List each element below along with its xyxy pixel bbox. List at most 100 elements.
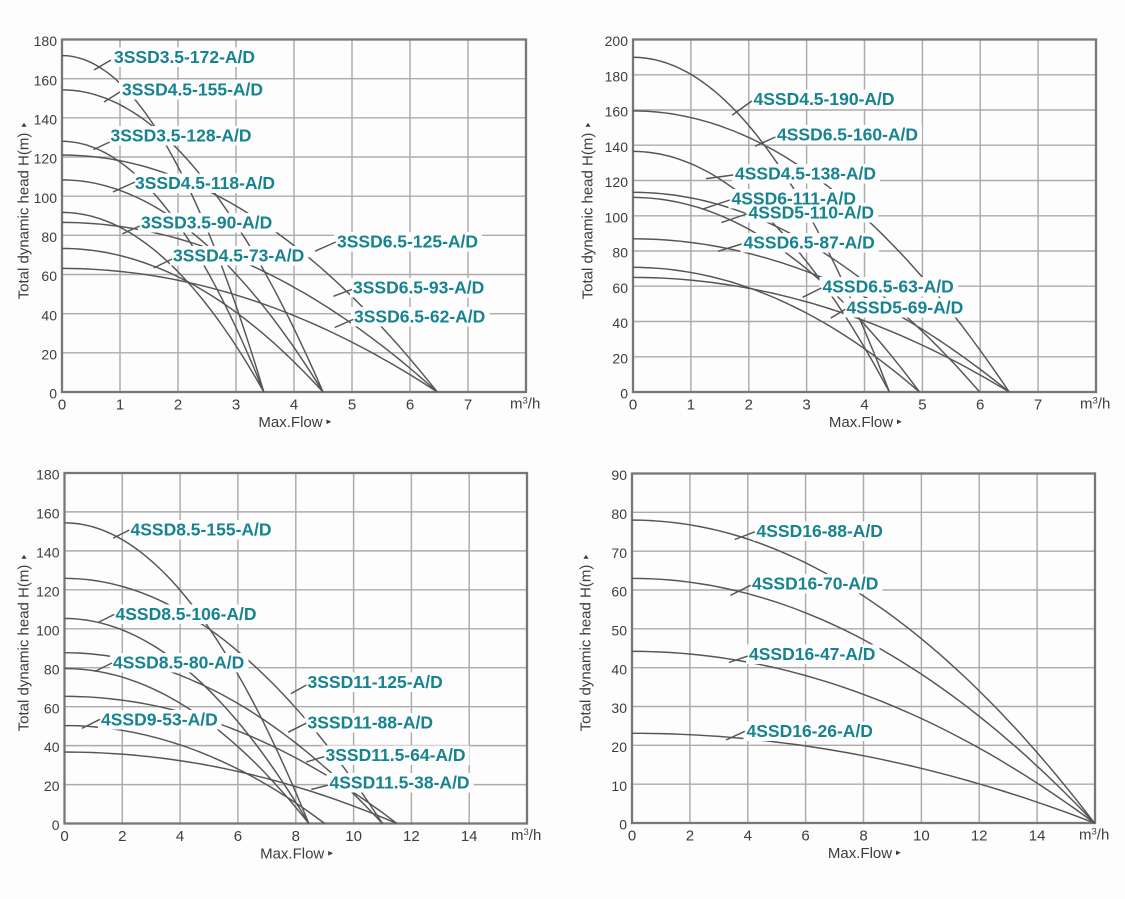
svg-text:3SSD6.5-93-A/D: 3SSD6.5-93-A/D — [353, 278, 484, 298]
svg-text:3SSD11.5-64-A/D: 3SSD11.5-64-A/D — [326, 745, 466, 765]
svg-text:4SSD6.5-160-A/D: 4SSD6.5-160-A/D — [777, 125, 918, 145]
svg-text:40: 40 — [41, 307, 57, 323]
svg-text:3SSD6.5-125-A/D: 3SSD6.5-125-A/D — [337, 232, 478, 252]
svg-text:3SSD11-88-A/D: 3SSD11-88-A/D — [308, 713, 433, 733]
svg-text:6: 6 — [234, 828, 242, 845]
svg-text:Max.Flow: Max.Flow — [258, 414, 322, 431]
svg-text:3SSD6.5-62-A/D: 3SSD6.5-62-A/D — [354, 307, 485, 327]
svg-text:160: 160 — [605, 104, 629, 120]
svg-text:Max.Flow: Max.Flow — [260, 845, 324, 862]
svg-text:10: 10 — [345, 828, 362, 845]
svg-text:Max.Flow: Max.Flow — [829, 414, 893, 431]
svg-text:0: 0 — [52, 817, 60, 833]
svg-text:4: 4 — [176, 828, 184, 845]
svg-text:3SSD3.5-128-A/D: 3SSD3.5-128-A/D — [111, 126, 252, 146]
svg-text:4SSD6.5-87-A/D: 4SSD6.5-87-A/D — [744, 233, 875, 253]
svg-text:20: 20 — [612, 350, 628, 366]
svg-text:1: 1 — [116, 397, 124, 414]
svg-text:Total dynamic head H(m): Total dynamic head H(m) — [578, 565, 595, 732]
svg-text:7: 7 — [464, 397, 472, 414]
svg-text:2: 2 — [686, 828, 694, 845]
svg-text:4SSD6-111-A/D: 4SSD6-111-A/D — [732, 189, 857, 209]
svg-text:4SSD4.5-190-A/D: 4SSD4.5-190-A/D — [754, 89, 895, 109]
svg-text:5: 5 — [918, 397, 926, 414]
svg-text:40: 40 — [611, 661, 627, 677]
svg-text:0: 0 — [60, 828, 68, 845]
svg-text:20: 20 — [611, 739, 627, 755]
svg-text:120: 120 — [36, 583, 60, 599]
svg-text:20: 20 — [44, 778, 60, 794]
svg-text:140: 140 — [605, 139, 629, 155]
svg-text:4: 4 — [744, 828, 752, 845]
svg-text:4SSD16-88-A/D: 4SSD16-88-A/D — [757, 521, 883, 541]
svg-text:3SSD4.5-155-A/D: 3SSD4.5-155-A/D — [122, 80, 263, 100]
svg-text:30: 30 — [611, 700, 627, 716]
svg-text:60: 60 — [41, 268, 57, 284]
svg-text:3SSD4.5-118-A/D: 3SSD4.5-118-A/D — [135, 173, 275, 193]
svg-text:40: 40 — [612, 315, 628, 331]
svg-text:180: 180 — [605, 68, 629, 84]
svg-text:m3/h: m3/h — [510, 395, 540, 412]
svg-text:80: 80 — [44, 661, 60, 677]
svg-text:4SSD8.5-80-A/D: 4SSD8.5-80-A/D — [113, 653, 244, 673]
svg-text:3SSD11-125-A/D: 3SSD11-125-A/D — [308, 672, 443, 692]
svg-text:12: 12 — [403, 828, 420, 845]
svg-text:20: 20 — [41, 346, 57, 362]
svg-text:50: 50 — [611, 622, 627, 638]
svg-text:6: 6 — [976, 397, 984, 414]
svg-text:3SSD3.5-172-A/D: 3SSD3.5-172-A/D — [114, 47, 255, 67]
svg-text:10: 10 — [913, 828, 930, 845]
svg-text:200: 200 — [605, 33, 629, 49]
svg-text:0: 0 — [58, 397, 66, 414]
svg-text:10: 10 — [611, 778, 627, 794]
svg-text:0: 0 — [49, 386, 57, 402]
svg-text:100: 100 — [34, 190, 58, 206]
svg-text:4SSD16-70-A/D: 4SSD16-70-A/D — [752, 574, 878, 594]
svg-text:60: 60 — [612, 280, 628, 296]
svg-text:4SSD9-53-A/D: 4SSD9-53-A/D — [101, 710, 218, 730]
svg-text:160: 160 — [36, 506, 60, 522]
svg-text:0: 0 — [628, 828, 636, 845]
svg-text:3: 3 — [232, 397, 240, 414]
svg-text:0: 0 — [629, 397, 637, 414]
svg-text:14: 14 — [461, 828, 478, 845]
svg-text:60: 60 — [44, 700, 60, 716]
svg-text:12: 12 — [971, 828, 988, 845]
svg-text:14: 14 — [1029, 828, 1046, 845]
svg-text:4SSD11.5-38-A/D: 4SSD11.5-38-A/D — [330, 773, 470, 793]
svg-text:120: 120 — [605, 174, 629, 190]
svg-text:6: 6 — [406, 397, 414, 414]
svg-text:4SSD4.5-138-A/D: 4SSD4.5-138-A/D — [735, 164, 876, 184]
svg-text:1: 1 — [687, 397, 695, 414]
svg-text:120: 120 — [34, 151, 58, 167]
svg-text:4: 4 — [290, 397, 298, 414]
svg-text:60: 60 — [611, 584, 627, 600]
svg-text:100: 100 — [36, 622, 60, 638]
svg-text:2: 2 — [118, 828, 126, 845]
svg-text:70: 70 — [611, 545, 627, 561]
svg-text:5: 5 — [348, 397, 356, 414]
svg-text:m3/h: m3/h — [1079, 826, 1109, 843]
svg-text:4SSD16-47-A/D: 4SSD16-47-A/D — [749, 644, 875, 664]
svg-text:80: 80 — [611, 506, 627, 522]
svg-text:100: 100 — [605, 209, 629, 225]
svg-text:Total dynamic head H(m): Total dynamic head H(m) — [16, 133, 33, 300]
svg-text:90: 90 — [611, 467, 627, 483]
svg-text:4: 4 — [860, 397, 868, 414]
svg-text:80: 80 — [612, 245, 628, 261]
svg-text:3SSD4.5-73-A/D: 3SSD4.5-73-A/D — [173, 246, 304, 266]
svg-text:4SSD8.5-155-A/D: 4SSD8.5-155-A/D — [131, 520, 272, 540]
svg-text:8: 8 — [292, 828, 300, 845]
svg-text:4SSD6.5-63-A/D: 4SSD6.5-63-A/D — [823, 277, 954, 297]
svg-text:40: 40 — [44, 739, 60, 755]
svg-text:Total dynamic head H(m): Total dynamic head H(m) — [580, 133, 597, 300]
svg-text:6: 6 — [801, 828, 809, 845]
svg-text:Total dynamic head H(m): Total dynamic head H(m) — [16, 565, 33, 732]
svg-text:m3/h: m3/h — [1080, 395, 1110, 412]
svg-text:140: 140 — [36, 545, 60, 561]
svg-text:2: 2 — [745, 397, 753, 414]
svg-text:160: 160 — [34, 72, 58, 88]
svg-text:80: 80 — [41, 229, 57, 245]
svg-text:7: 7 — [1034, 397, 1042, 414]
svg-text:8: 8 — [859, 828, 867, 845]
